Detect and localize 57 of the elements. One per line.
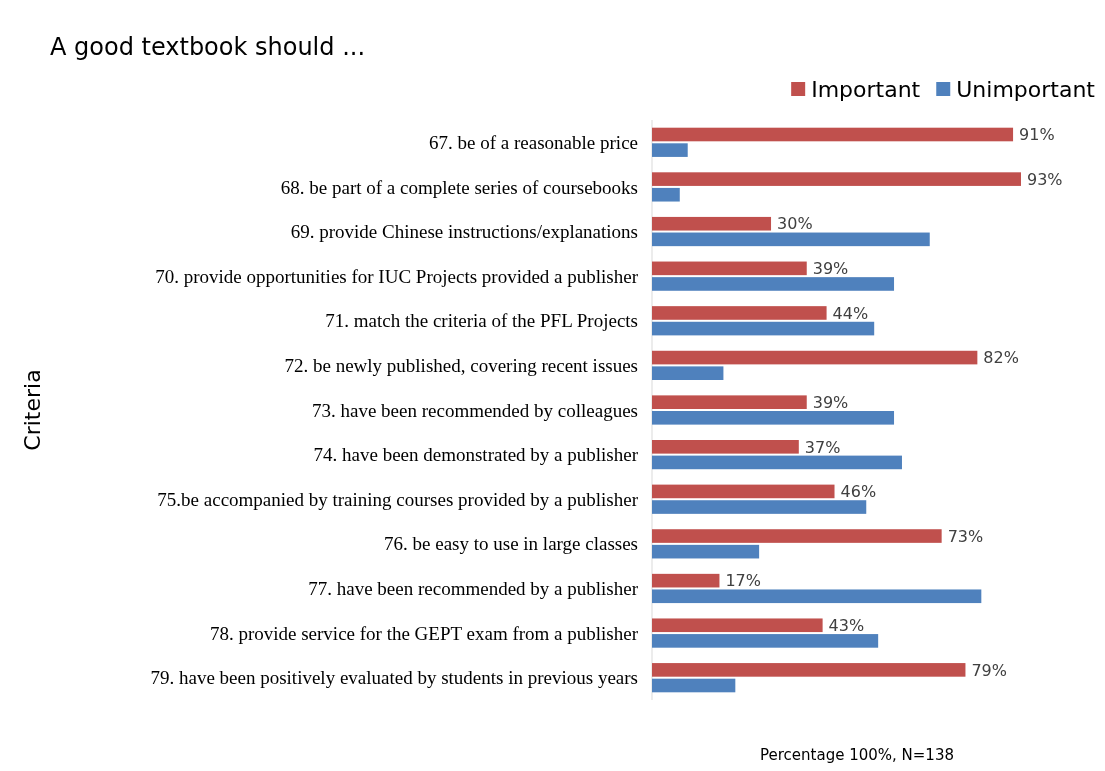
y-tick-label: 69. provide Chinese instructions/explanations [290,221,638,243]
data-label: 82% [983,348,1019,368]
x-axis-title: Percentage 100%, N=138 [760,746,954,764]
y-tick-label: 78. provide service for the GEPT exam from a publisher [209,622,639,644]
bar [652,306,827,320]
bar [652,663,966,677]
bar [652,127,1014,142]
bar [652,573,720,588]
data-label: 79% [971,660,1008,680]
y-tick-label: 73. have been recommended by colleagues [311,399,638,421]
bar [652,232,930,247]
y-tick-label: 75.be accompanied by training courses provided by a publisher [157,488,639,510]
y-tick-label: 79. have been positively evaluated by students in previous years [150,667,638,689]
bar [652,172,1021,186]
y-tick-label: 71. match the criteria of the PFL Projects [325,310,638,332]
y-tick-label: 74. have been demonstrated by a publisher [313,444,639,466]
legend-label: Important [811,76,921,102]
y-axis-title: Criteria [20,369,45,451]
bar [652,366,724,380]
bar [652,500,867,514]
data-label: 91% [1019,125,1055,145]
data-label: 93% [1027,169,1063,189]
bar [652,350,978,365]
bar [652,529,942,543]
bar [652,678,736,693]
data-label: 37% [804,437,841,457]
data-label: 39% [812,392,849,412]
data-label: 30% [777,214,813,234]
bar [652,440,799,454]
y-tick-label: 68. be part of a complete series of coursebooks [280,176,638,198]
bar [652,261,807,276]
bar [652,544,760,559]
bar [652,634,879,648]
y-tick-label: 70. provide opportunities for IUC Projects provided a publisher [155,265,639,287]
bar [652,321,875,336]
bar [652,484,835,499]
bar [652,618,823,633]
data-label: 73% [947,526,984,546]
y-tick-label: 77. have been recommended by a publisher [308,578,639,600]
y-tick-label: 67. be of a reasonable price [429,131,638,153]
bar [652,411,895,425]
bar [652,455,902,470]
data-label: 39% [812,259,849,279]
legend-label: Unimportant [956,76,1096,102]
bar [652,216,772,231]
bar [652,395,807,409]
data-label: 46% [840,482,877,502]
data-label: 44% [832,303,869,323]
bar [652,277,895,291]
bar [652,589,982,604]
y-tick-label: 76. be easy to use in large classes [384,533,638,555]
y-tick-label: 72. be newly published, covering recent issues [284,355,638,377]
text: A good textbook should ... [50,33,366,61]
data-label: 43% [828,616,865,636]
bar [652,143,688,157]
data-label: 17% [725,571,762,591]
bar [652,187,680,202]
